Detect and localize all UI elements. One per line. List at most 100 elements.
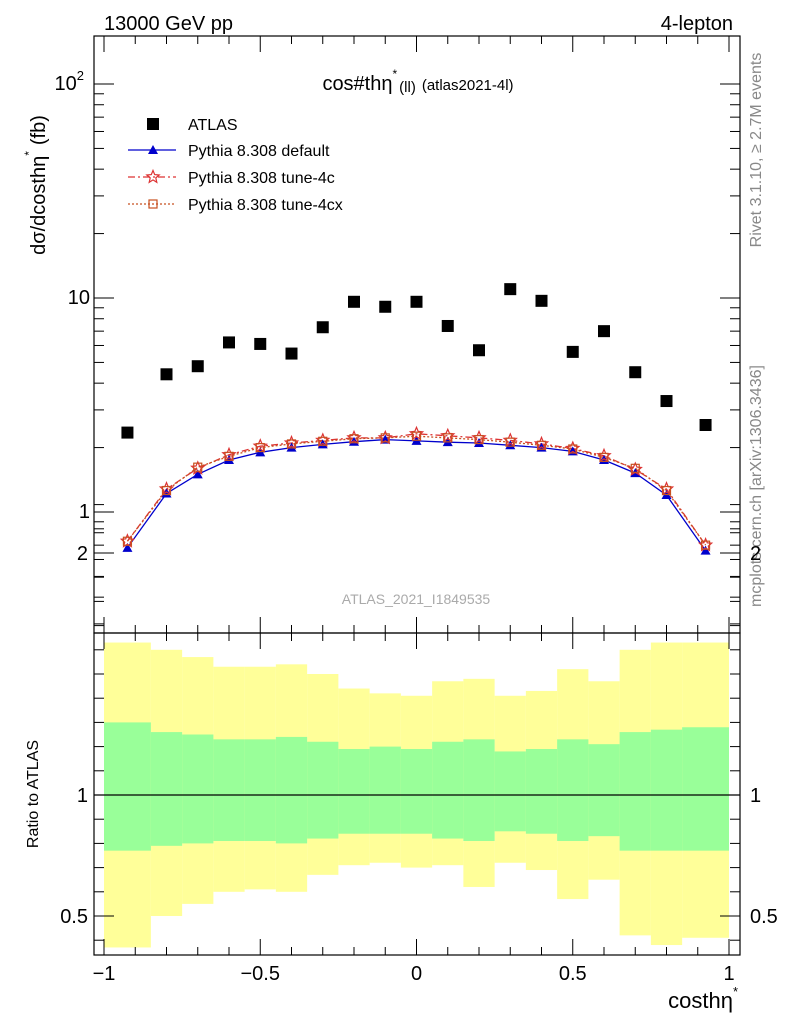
header-process: 4-lepton — [661, 13, 733, 35]
data-point — [158, 481, 175, 496]
data-point — [408, 425, 425, 441]
ratio-y-tick-label-right: 0.5 — [750, 906, 778, 928]
data-point — [536, 440, 547, 450]
legend-marker — [147, 118, 159, 130]
ratio-band-stat — [182, 734, 214, 844]
title-main: cos#thη — [322, 73, 392, 95]
data-point — [122, 542, 133, 552]
legend-marker — [148, 145, 158, 154]
data-point — [160, 368, 173, 381]
ratio-band-stat — [307, 741, 339, 839]
ratio-band-stat — [369, 746, 401, 834]
data-point — [700, 545, 711, 555]
data-point — [224, 454, 234, 464]
x-tick-label: −0.5 — [241, 963, 280, 985]
ratio-y-axis-label: Ratio to ATLAS — [25, 740, 42, 848]
data-point — [629, 366, 642, 379]
data-point — [192, 469, 203, 479]
data-point — [318, 436, 328, 446]
series-line — [126, 435, 707, 546]
data-point — [410, 295, 423, 308]
series-line — [126, 433, 707, 546]
data-point — [533, 435, 550, 451]
data-point — [121, 426, 134, 439]
legend-entry: ATLAS — [188, 117, 238, 134]
data-point — [161, 488, 172, 498]
data-point — [285, 347, 298, 360]
data-point — [598, 325, 610, 338]
xlabel-sup: * — [733, 984, 738, 999]
ratio-band-stat — [650, 729, 683, 851]
ratio-band-stat — [338, 749, 370, 834]
data-point — [474, 434, 484, 445]
data-point — [252, 438, 268, 453]
legend: ATLAS Pythia 8.308 default Pythia 8.308 tu… — [128, 117, 343, 214]
legend-marker — [148, 199, 158, 209]
data-point — [700, 540, 711, 550]
data-point — [349, 434, 359, 444]
data-point — [411, 431, 422, 441]
data-point — [161, 485, 172, 496]
y-axis-label: dσ/dcosthη* (fb) — [22, 115, 50, 255]
data-point — [505, 440, 516, 450]
ylabel-unit: (fb) — [28, 115, 50, 145]
ratio-y-tick-label-right: 1 — [750, 785, 761, 807]
main-axis-ticks — [94, 36, 740, 633]
legend-entry: Pythia 8.308 default — [188, 143, 330, 160]
ratio-band-stat — [525, 749, 558, 834]
series-line — [126, 438, 707, 551]
ratio-band-stat — [400, 749, 433, 834]
data-point — [661, 485, 672, 496]
ratio-band-stat — [213, 739, 245, 841]
data-point — [346, 429, 362, 445]
legend-entry: Pythia 8.308 tune-4cx — [188, 197, 343, 214]
data-point — [474, 438, 484, 448]
data-point — [599, 452, 609, 462]
data-point — [699, 419, 712, 432]
data-point — [658, 481, 675, 496]
data-point — [348, 295, 360, 308]
chart-title: cos#thη*(ll) (atlas2021-4l) — [322, 67, 513, 96]
data-point — [565, 440, 581, 456]
y-tick-100-exp: 2 — [77, 68, 84, 83]
data-point — [502, 432, 518, 447]
data-point — [535, 294, 548, 307]
y-tick-label-1: 1 — [79, 501, 90, 523]
data-point — [193, 462, 203, 472]
title-suffix: (atlas2021-4l) — [422, 77, 514, 94]
data-point — [440, 427, 456, 443]
ylabel-sup: * — [22, 151, 36, 156]
title-sup: * — [393, 67, 398, 81]
data-point — [505, 437, 515, 447]
data-point — [566, 345, 579, 358]
ratio-band-stat — [494, 751, 526, 832]
data-point — [316, 321, 329, 334]
ratio-band-stat — [104, 722, 151, 851]
series-lines — [126, 433, 707, 551]
x-tick-label: 0.5 — [559, 963, 587, 985]
data-point — [473, 344, 485, 357]
data-point — [377, 429, 393, 445]
ratio-band-stat — [588, 744, 620, 837]
data-point — [471, 429, 487, 445]
data-point — [596, 447, 612, 463]
y-tick-label-10: 10 — [68, 287, 90, 309]
data-point — [122, 536, 133, 546]
x-tick-label: 0 — [411, 963, 422, 985]
ratio-band-stat — [682, 727, 729, 851]
x-axis-label: costhη* — [668, 984, 738, 1013]
y-tick-100-base: 10 — [55, 73, 77, 95]
ratio-bands — [104, 642, 729, 948]
data-point — [380, 433, 390, 443]
data-point — [255, 442, 265, 453]
data-point — [254, 337, 267, 350]
ratio-y-tick-labels: 0.5 0.5 1 1 2 2 — [60, 543, 778, 928]
series-markers — [119, 283, 714, 555]
data-point — [221, 446, 237, 462]
data-point — [119, 533, 136, 548]
analysis-watermark: ATLAS_2021_I1849535 — [342, 591, 491, 607]
xlabel-main: costhη — [668, 988, 733, 1013]
data-point — [283, 434, 300, 450]
rivet-label: Rivet 3.1.10, ≥ 2.7M events — [748, 53, 765, 248]
